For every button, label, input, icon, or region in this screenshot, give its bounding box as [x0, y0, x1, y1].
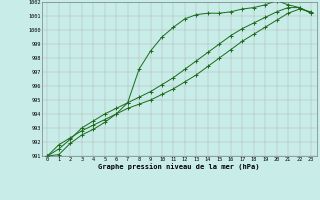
X-axis label: Graphe pression niveau de la mer (hPa): Graphe pression niveau de la mer (hPa): [99, 163, 260, 170]
